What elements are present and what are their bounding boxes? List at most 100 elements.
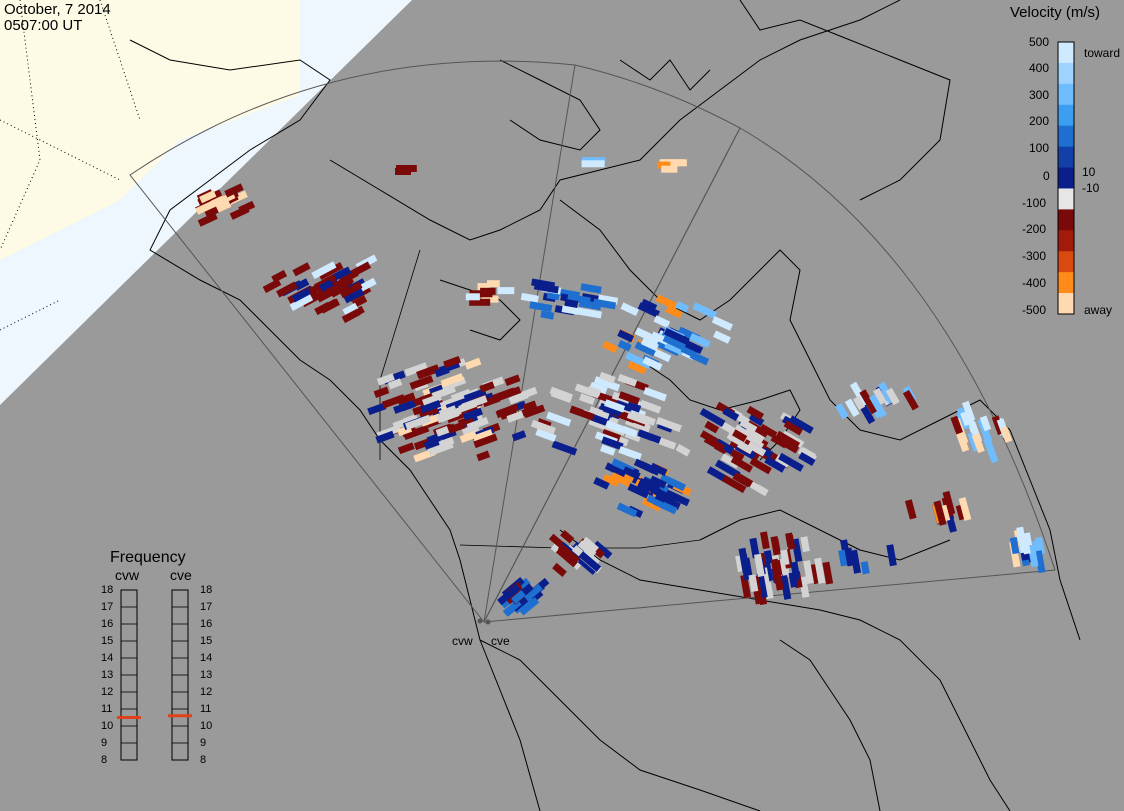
velocity-cell xyxy=(979,415,992,432)
velocity-cell xyxy=(720,453,740,469)
velocity-colorbar xyxy=(1057,41,1075,315)
velocity-cell xyxy=(655,294,679,311)
velocity-cell xyxy=(339,281,363,299)
frequency-tick-label: 15 xyxy=(101,635,114,647)
velocity-cell xyxy=(859,389,878,415)
frequency-tick-label: 17 xyxy=(200,601,213,613)
velocity-cell xyxy=(341,308,361,324)
velocity-cell xyxy=(621,425,638,438)
velocity-cell xyxy=(958,497,972,521)
velocity-cell xyxy=(575,307,603,319)
velocity-cell xyxy=(704,420,720,434)
velocity-cell xyxy=(627,483,650,499)
velocity-cell xyxy=(721,474,747,494)
velocity-cell xyxy=(436,409,460,424)
velocity-cell xyxy=(620,302,639,316)
velocity-cell xyxy=(1027,544,1039,568)
velocity-cell xyxy=(732,429,748,443)
velocity-cell xyxy=(597,406,614,418)
velocity-cell xyxy=(319,279,334,292)
velocity-cell xyxy=(960,411,972,427)
frequency-tick-label: 9 xyxy=(101,737,108,749)
velocity-cell xyxy=(653,348,672,363)
velocity-cell xyxy=(461,395,488,411)
velocity-cell xyxy=(764,456,786,473)
velocity-cell xyxy=(473,433,498,449)
timestamp: October, 7 2014 0507:00 UT xyxy=(4,2,111,34)
velocity-cell xyxy=(459,430,478,443)
colorbar-tick-label: -400 xyxy=(1022,276,1047,290)
frequency-tick-label: 12 xyxy=(101,686,114,698)
velocity-cell xyxy=(814,557,826,584)
velocity-cell xyxy=(588,406,604,418)
velocity-cell xyxy=(785,532,795,547)
date-label: October, 7 2014 xyxy=(4,1,111,18)
colorbar-tick-label: -300 xyxy=(1022,249,1047,263)
velocity-cell xyxy=(599,402,622,417)
velocity-cell xyxy=(199,190,217,204)
colorbar-tick-label: 400 xyxy=(1029,61,1050,75)
velocity-cell xyxy=(746,405,765,421)
velocity-cell xyxy=(860,561,870,575)
velocity-cell xyxy=(602,473,620,487)
velocity-cell xyxy=(480,287,496,295)
velocity-cell xyxy=(404,414,431,430)
velocity-cell xyxy=(869,394,887,418)
colorbar-tick-label: 300 xyxy=(1029,88,1050,102)
colorbar-segment xyxy=(1058,188,1074,210)
velocity-cell xyxy=(605,420,624,433)
velocity-cell xyxy=(560,530,575,544)
coastlines xyxy=(129,0,1081,811)
velocity-cell xyxy=(519,596,540,616)
velocity-cell xyxy=(540,310,555,320)
frequency-tick-label: 9 xyxy=(200,737,207,749)
velocity-cell xyxy=(664,489,690,507)
colorbar-tick-label: -100 xyxy=(1022,196,1047,210)
velocity-cell xyxy=(703,435,725,452)
velocity-cell xyxy=(622,466,641,480)
velocity-cell xyxy=(577,540,597,558)
velocity-cell xyxy=(713,330,731,344)
velocity-cell xyxy=(746,441,767,457)
velocity-cell xyxy=(643,386,667,402)
colorbar-segment xyxy=(1058,209,1074,231)
velocity-cell xyxy=(376,373,395,386)
colorbar-tick-label: 200 xyxy=(1029,114,1050,128)
velocity-cell xyxy=(617,339,632,352)
velocity-cell xyxy=(393,401,412,414)
radar-site-cvw xyxy=(477,618,483,624)
velocity-cell xyxy=(798,452,816,467)
velocity-cell xyxy=(722,407,740,422)
velocity-cell xyxy=(641,476,661,491)
velocity-cell xyxy=(675,443,691,457)
velocity-cell xyxy=(902,389,919,411)
colorbar-title: Velocity (m/s) xyxy=(1010,4,1101,21)
velocity-cell xyxy=(381,394,406,409)
velocity-cell xyxy=(564,298,579,309)
frequency-panel xyxy=(117,589,192,761)
velocity-cell xyxy=(466,416,489,431)
velocity-cell xyxy=(689,332,711,349)
colorbar-tick-label: 0 xyxy=(1043,169,1050,183)
colorbar-frame xyxy=(1057,41,1075,315)
velocity-cell xyxy=(195,199,218,215)
velocity-cell xyxy=(592,298,617,310)
velocity-cell xyxy=(335,266,352,280)
velocity-cell xyxy=(886,544,897,567)
velocity-cell xyxy=(578,551,602,572)
velocity-cell xyxy=(291,285,315,303)
colorbar-segment xyxy=(1058,42,1074,64)
velocity-cell xyxy=(844,398,860,418)
velocity-cell xyxy=(289,294,314,311)
velocity-cell xyxy=(580,283,602,294)
frequency-tick-label: 8 xyxy=(101,754,108,766)
velocity-cell xyxy=(800,536,810,553)
velocity-cell xyxy=(438,436,455,449)
velocity-cell xyxy=(933,500,947,526)
velocity-cell xyxy=(662,334,680,348)
velocity-cell xyxy=(592,540,613,559)
velocity-cell xyxy=(760,531,770,550)
velocity-cell xyxy=(633,458,656,474)
velocity-cell xyxy=(665,305,683,319)
radar-label-cvw: cvw xyxy=(452,634,473,648)
